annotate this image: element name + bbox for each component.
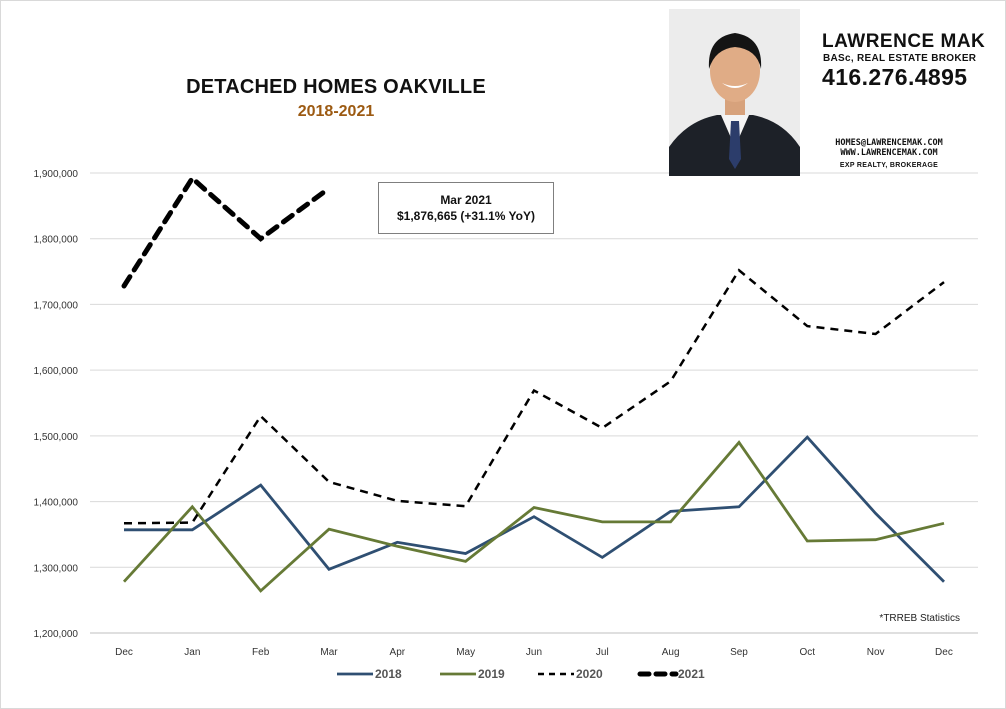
agent-phone: 416.276.4895 [822, 64, 968, 90]
y-tick-label: 1,300,000 [34, 563, 79, 574]
x-tick-label: Nov [867, 647, 885, 658]
agent-name: LAWRENCE MAK [822, 31, 986, 52]
agent-credentials: BASc, REAL ESTATE BROKER [823, 53, 977, 64]
x-tick-label: Dec [115, 647, 133, 658]
brokerage-name: EXP REALTY, BROKERAGE [839, 162, 939, 169]
chart-title: DETACHED HOMES OAKVILLE [186, 76, 486, 98]
y-tick-label: 1,700,000 [34, 300, 79, 311]
y-tick-label: 1,500,000 [34, 432, 79, 443]
annotation-callout: Mar 2021 $1,876,665 (+31.1% YoY) [378, 182, 554, 234]
x-tick-label: Dec [935, 647, 953, 658]
agent-portrait-image [669, 9, 800, 176]
y-tick-label: 1,200,000 [34, 629, 79, 640]
x-tick-label: Oct [800, 647, 816, 658]
x-tick-label: May [456, 647, 475, 658]
x-tick-label: Jun [526, 647, 542, 658]
x-tick-label: Jul [596, 647, 609, 658]
legend-label-2019: 2019 [478, 667, 505, 681]
x-tick-label: Jan [184, 647, 200, 658]
legend: 2018 2019 2020 2021 [337, 667, 705, 681]
x-tick-label: Sep [730, 647, 748, 658]
series-line-2020 [123, 268, 945, 525]
series-lines [121, 174, 945, 593]
callout-date: Mar 2021 [440, 193, 492, 207]
legend-label-2018: 2018 [375, 667, 402, 681]
y-tick-label: 1,400,000 [34, 498, 79, 509]
y-tick-label: 1,600,000 [34, 366, 79, 377]
legend-label-2021: 2021 [678, 667, 705, 681]
legend-label-2020: 2020 [576, 667, 603, 681]
x-tick-label: Mar [320, 647, 338, 658]
callout-price: $1,876,665 (+31.1% YoY) [397, 209, 535, 223]
chart-subtitle: 2018-2021 [297, 103, 375, 120]
agent-email: HOMES@LAWRENCEMAK.COM [835, 138, 943, 148]
gridlines [90, 172, 978, 634]
y-tick-label: 1,900,000 [34, 169, 79, 180]
source-note: *TRREB Statistics [879, 613, 960, 624]
x-tick-label: Feb [252, 647, 270, 658]
y-tick-label: 1,800,000 [34, 235, 79, 246]
agent-photo [669, 9, 800, 176]
x-tick-label: Aug [662, 647, 680, 658]
x-tick-label: Apr [390, 647, 406, 658]
agent-website: WWW.LAWRENCEMAK.COM [840, 148, 938, 158]
series-line-2021 [121, 174, 332, 289]
axes: 1,200,000 1,300,000 1,400,000 1,500,000 1,60… [34, 169, 953, 658]
series-line-2018 [124, 435, 945, 583]
series-line-2019 [122, 440, 945, 593]
